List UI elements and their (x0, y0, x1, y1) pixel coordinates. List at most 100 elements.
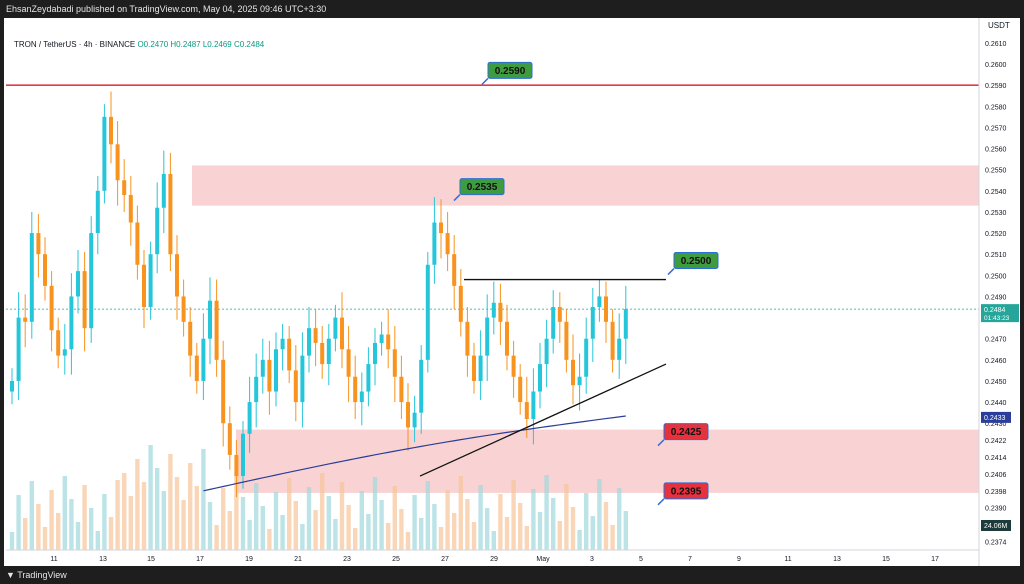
candle-body (491, 302, 496, 318)
volume-bar (29, 481, 34, 550)
time-tick-label: 7 (688, 556, 692, 563)
candle-body (300, 355, 305, 403)
candle-body (155, 207, 160, 255)
chart-frame[interactable]: 0.2590 0.2535 0.2500 0.2425 0.2395 USDT 0.261… (4, 18, 1020, 566)
volume-bar (128, 496, 133, 550)
volume-bar (438, 527, 444, 550)
price-tick-label: 0.2560 (985, 147, 1007, 154)
candle-body (320, 342, 325, 365)
volume-bar (69, 499, 74, 550)
volume-bar (115, 480, 120, 550)
volume-bar (333, 519, 338, 550)
volume-bar (590, 516, 595, 550)
candle-body (353, 376, 358, 403)
candle-body (201, 338, 206, 381)
candle-body (399, 376, 404, 403)
candle-body (69, 296, 74, 350)
level-label-box (673, 252, 719, 270)
level-label-text: 0.2395 (671, 486, 702, 497)
publish-text: EhsanZeydabadi published on TradingView.… (6, 4, 327, 14)
candle-body (76, 271, 80, 297)
volume-bar (89, 508, 94, 550)
volume-bar (339, 482, 345, 550)
candle-body (564, 321, 569, 360)
volume-bar (174, 477, 180, 550)
tradingview-logo-icon[interactable]: ▼ (6, 570, 15, 580)
price-tick-label: 0.2520 (985, 231, 1007, 238)
volume-bar (201, 449, 206, 550)
volume-bar (23, 518, 28, 550)
volume-bar (75, 522, 81, 550)
volume-bar (366, 514, 371, 550)
price-tick-label: 0.2430 (985, 421, 1007, 428)
candle-body (557, 307, 562, 322)
price-tick-label: 0.2460 (985, 358, 1007, 365)
volume-bar (214, 525, 219, 550)
label-pointer (453, 194, 461, 202)
volume-bar (313, 510, 318, 550)
time-tick-label: 27 (441, 556, 449, 563)
candle-body (373, 342, 377, 365)
volume-bar (49, 490, 54, 550)
candle-body (478, 355, 483, 381)
time-tick-label: 17 (931, 556, 939, 563)
candle-body (16, 317, 21, 381)
price-tick-label: 0.2540 (985, 189, 1007, 196)
candle-body (82, 271, 87, 329)
candle-body (307, 328, 311, 356)
volume-bar (518, 503, 523, 550)
candle-body (148, 254, 153, 308)
candle-body (274, 349, 278, 392)
candle-body (511, 355, 516, 377)
candle-body (62, 349, 67, 356)
candle-body (584, 338, 589, 377)
candle-body (102, 116, 107, 191)
volume-bar (16, 495, 21, 550)
candle-body (109, 116, 113, 145)
level-label-box (459, 178, 505, 196)
volume-bar (603, 502, 609, 550)
price-chart[interactable]: 0.2590 0.2535 0.2500 0.2425 0.2395 USDT 0.261… (4, 18, 1020, 566)
time-tick-label: 15 (882, 556, 890, 563)
candle-body (432, 222, 437, 265)
moving-average-line (203, 415, 626, 492)
volume-bar (207, 502, 213, 550)
candle-body (227, 423, 232, 455)
time-tick-label: 11 (50, 556, 57, 563)
candle-body (452, 254, 457, 286)
price-tick-label: 0.2406 (985, 472, 1007, 479)
volume-bar (320, 473, 325, 550)
volume-bar (287, 478, 292, 550)
volume-bar (306, 487, 312, 550)
volume-bar (135, 459, 140, 550)
volume-bar (9, 532, 15, 550)
volume-bar (62, 476, 67, 550)
volume-bar (617, 488, 622, 550)
volume-bar (419, 518, 424, 550)
level-label-box (663, 482, 709, 500)
price-tick-label: 0.2374 (985, 540, 1007, 547)
volume-bar (445, 490, 450, 550)
ohlc-values: O0.2470 H0.2487 L0.2469 C0.2484 (137, 40, 265, 49)
candle-body (194, 355, 199, 381)
volume-bar (537, 512, 543, 550)
candle-body (406, 402, 410, 428)
price-tick-label: 0.2570 (985, 125, 1007, 132)
candle-body (571, 359, 575, 386)
price-axis-bg (979, 18, 1020, 566)
candle-body (551, 307, 556, 339)
candle-body (267, 359, 272, 392)
candle-body (23, 317, 28, 322)
candle-body (287, 338, 292, 371)
chart-legend: TRON / TetherUS · 4h · BINANCE O0.2470 H… (14, 40, 264, 49)
label-pointer (657, 439, 665, 447)
candle-body (346, 349, 351, 377)
level-label-text: 0.2500 (681, 256, 712, 267)
time-tick-label: 13 (99, 556, 107, 563)
candle-body (175, 254, 179, 297)
candle-body (590, 307, 595, 339)
level-label-text: 0.2590 (495, 66, 526, 77)
volume-bar (597, 479, 602, 550)
volume-bar (168, 454, 173, 550)
candle-body (128, 195, 133, 223)
